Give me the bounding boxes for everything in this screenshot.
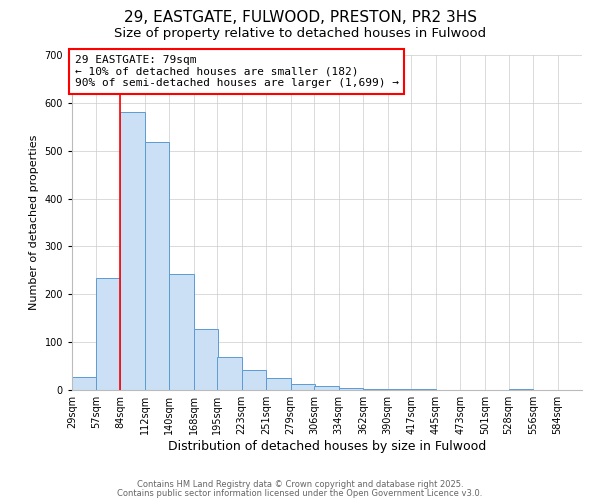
Bar (145, 142, 169, 390)
Bar (364, 388, 388, 390)
Bar (388, 388, 412, 390)
Text: Contains public sector information licensed under the Open Government Licence v3: Contains public sector information licen… (118, 489, 482, 498)
Bar (72, 376, 97, 390)
Text: 29 EASTGATE: 79sqm
← 10% of detached houses are smaller (182)
90% of semi-detach: 29 EASTGATE: 79sqm ← 10% of detached hou… (74, 55, 398, 88)
Bar (97, 278, 121, 390)
Bar (290, 384, 315, 390)
Bar (339, 388, 364, 390)
Bar (412, 389, 436, 390)
Bar (314, 386, 339, 390)
Bar (120, 112, 145, 390)
Bar (242, 370, 266, 390)
Bar (169, 274, 194, 390)
Y-axis label: Number of detached properties: Number of detached properties (29, 135, 39, 310)
Bar (217, 356, 242, 390)
Bar (509, 389, 533, 390)
Text: Contains HM Land Registry data © Crown copyright and database right 2025.: Contains HM Land Registry data © Crown c… (137, 480, 463, 489)
Text: Size of property relative to detached houses in Fulwood: Size of property relative to detached ho… (114, 28, 486, 40)
Bar (194, 328, 218, 390)
Text: 29, EASTGATE, FULWOOD, PRESTON, PR2 3HS: 29, EASTGATE, FULWOOD, PRESTON, PR2 3HS (124, 10, 476, 25)
X-axis label: Distribution of detached houses by size in Fulwood: Distribution of detached houses by size … (168, 440, 486, 453)
Bar (266, 378, 290, 390)
